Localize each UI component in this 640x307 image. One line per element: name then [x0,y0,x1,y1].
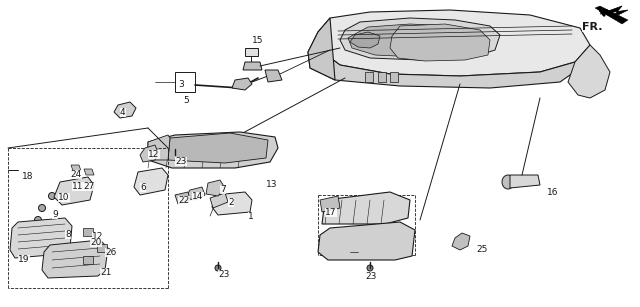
Polygon shape [71,165,81,171]
Polygon shape [318,10,590,76]
Text: 21: 21 [100,268,111,277]
Text: 11: 11 [72,182,83,191]
Polygon shape [206,180,225,196]
Polygon shape [210,193,228,208]
Text: 2: 2 [228,198,234,207]
Circle shape [215,265,221,271]
Polygon shape [54,177,94,205]
Polygon shape [365,72,373,82]
Circle shape [35,216,42,223]
Text: 12: 12 [148,150,159,159]
Polygon shape [308,18,335,80]
Polygon shape [148,132,278,168]
Circle shape [51,236,58,243]
Polygon shape [175,192,190,204]
Polygon shape [232,78,252,90]
Polygon shape [97,244,107,252]
Circle shape [79,266,86,274]
Text: 25: 25 [476,245,488,254]
Polygon shape [84,169,94,175]
Polygon shape [212,192,252,215]
Polygon shape [243,62,262,70]
Text: 5: 5 [183,96,189,105]
Circle shape [457,238,465,246]
Text: 15: 15 [252,36,264,45]
Polygon shape [134,168,168,195]
Circle shape [38,204,45,212]
Polygon shape [600,6,628,18]
Text: 8: 8 [65,230,71,239]
Polygon shape [83,228,93,236]
Text: 17: 17 [325,208,337,217]
Polygon shape [148,135,170,160]
Polygon shape [340,18,500,60]
Text: 13: 13 [266,180,278,189]
Polygon shape [83,256,93,264]
Polygon shape [568,45,610,98]
Polygon shape [350,32,380,48]
Circle shape [61,262,68,269]
Circle shape [367,265,373,271]
Text: 22: 22 [178,196,189,205]
Polygon shape [322,192,410,224]
Text: 14: 14 [192,192,204,201]
Text: 27: 27 [83,182,94,191]
Circle shape [78,186,86,194]
Text: 4: 4 [120,108,125,117]
Circle shape [49,192,56,200]
Polygon shape [390,24,490,61]
Polygon shape [390,72,398,82]
Polygon shape [510,175,540,188]
Text: FR.: FR. [582,22,602,32]
Polygon shape [168,133,268,163]
Polygon shape [185,187,205,200]
Text: 19: 19 [18,255,29,264]
Polygon shape [378,72,386,82]
Polygon shape [42,240,108,278]
Circle shape [172,152,178,158]
Polygon shape [140,145,158,162]
Polygon shape [320,196,340,212]
Text: 26: 26 [105,248,116,257]
Ellipse shape [502,175,514,189]
Text: 12: 12 [92,232,104,241]
Text: 9: 9 [52,210,58,219]
Circle shape [357,237,373,253]
Polygon shape [595,6,628,24]
Polygon shape [114,102,136,118]
Circle shape [45,251,51,258]
Text: 7: 7 [220,185,226,194]
Text: 18: 18 [22,172,33,181]
Polygon shape [265,70,282,82]
Text: 23: 23 [218,270,229,279]
Text: 24: 24 [70,170,81,179]
Text: 1: 1 [248,212,253,221]
Polygon shape [308,32,580,88]
Polygon shape [452,233,470,250]
Polygon shape [10,218,72,258]
Polygon shape [348,24,488,57]
Circle shape [66,188,74,196]
Polygon shape [318,222,415,260]
Text: 20: 20 [90,238,101,247]
Text: 16: 16 [547,188,559,197]
Circle shape [533,179,539,185]
Text: 10: 10 [58,193,70,202]
Text: 3: 3 [178,80,184,89]
Text: 6: 6 [140,183,146,192]
Text: 23: 23 [365,272,376,281]
Text: 23: 23 [175,157,186,166]
Polygon shape [245,48,258,56]
